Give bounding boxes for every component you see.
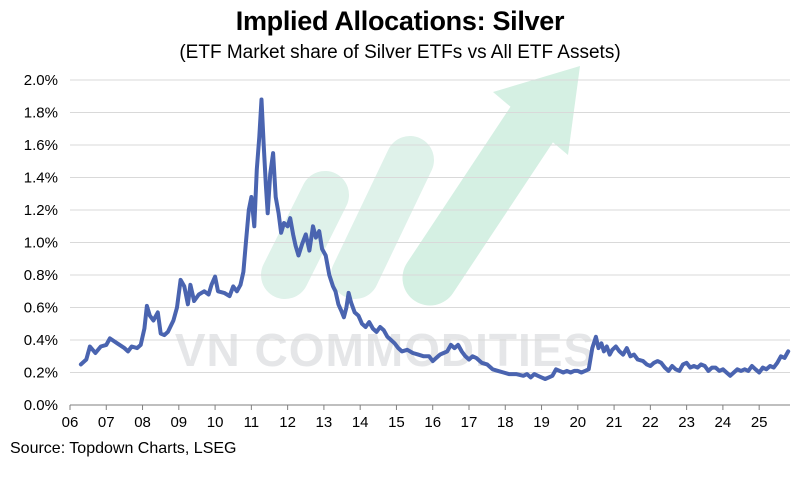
y-tick-label: 0.4% <box>24 332 58 349</box>
y-tick-label: 1.0% <box>24 235 58 252</box>
chart-subtitle: (ETF Market share of Silver ETFs vs All … <box>179 42 621 63</box>
y-tick-label: 1.4% <box>24 170 58 187</box>
y-tick-label: 0.2% <box>24 365 58 382</box>
x-tick-label: 25 <box>751 414 768 431</box>
y-tick-label: 0.6% <box>24 300 58 317</box>
x-tick-label: 14 <box>352 414 369 431</box>
x-tick-label: 20 <box>569 414 586 431</box>
y-tick-label: 1.2% <box>24 202 58 219</box>
x-tick-label: 24 <box>715 414 732 431</box>
watermark-bar-middle <box>331 136 434 299</box>
chart-title: Implied Allocations: Silver <box>235 6 565 36</box>
x-tick-label: 06 <box>62 414 79 431</box>
y-tick-label: 1.8% <box>24 105 58 122</box>
x-tick-label: 10 <box>207 414 224 431</box>
x-tick-label: 21 <box>606 414 623 431</box>
y-axis-ticks: 0.0% 0.2% 0.4% 0.6% 0.8% 1.0% 1.2% 1.4% 1.6% 1.8%… <box>24 72 58 414</box>
x-tick-label: 16 <box>424 414 441 431</box>
series-line <box>78 97 791 381</box>
x-tick-label: 11 <box>244 414 260 431</box>
x-tick-label: 12 <box>279 414 296 431</box>
x-tick-label: 13 <box>316 414 333 431</box>
y-tick-label: 1.6% <box>24 137 58 154</box>
y-tick-label: 0.8% <box>24 267 58 284</box>
x-tick-label: 07 <box>98 414 115 431</box>
x-tick-label: 22 <box>642 414 659 431</box>
y-tick-label: 2.0% <box>24 72 58 89</box>
x-tick-label: 15 <box>388 414 405 431</box>
x-tick-label: 19 <box>533 414 550 431</box>
y-tick-label: 0.0% <box>24 397 58 414</box>
grid-lines <box>70 79 790 373</box>
x-tick-label: 08 <box>134 414 151 431</box>
x-tick-label: 18 <box>497 414 514 431</box>
source-note: Source: Topdown Charts, LSEG <box>10 440 237 457</box>
x-axis-ticks: 06 07 08 09 10 11 12 13 14 15 16 17 18 19 20 21 22 23 24 25 <box>62 405 768 431</box>
x-tick-label: 09 <box>170 414 187 431</box>
watermark-arrow-icon <box>402 66 580 306</box>
x-tick-label: 17 <box>461 414 478 431</box>
x-tick-label: 23 <box>678 414 695 431</box>
